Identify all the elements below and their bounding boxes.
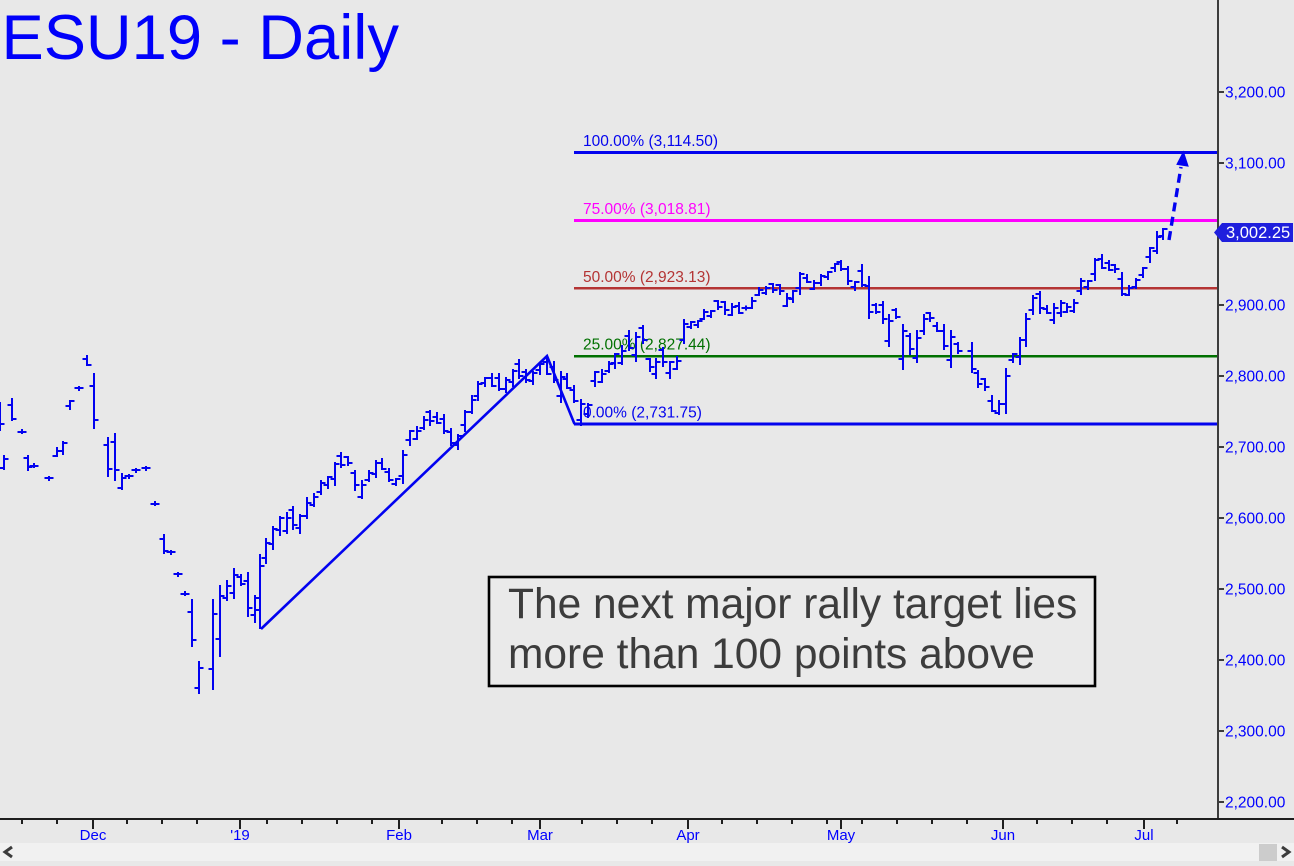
svg-text:ESU19 - Daily: ESU19 - Daily [2,3,400,73]
svg-text:2,900.00: 2,900.00 [1225,298,1286,315]
svg-text:25.00% (2,827.44): 25.00% (2,827.44) [583,337,711,354]
svg-text:The next major rally target li: The next major rally target lies [508,581,1077,628]
svg-text:Apr: Apr [676,827,699,844]
svg-text:2,500.00: 2,500.00 [1225,582,1286,599]
svg-text:2,600.00: 2,600.00 [1225,511,1286,528]
svg-text:2,400.00: 2,400.00 [1225,653,1286,670]
svg-text:3,100.00: 3,100.00 [1225,156,1286,173]
svg-text:Mar: Mar [527,827,553,844]
svg-text:'19: '19 [230,827,250,844]
svg-text:2,800.00: 2,800.00 [1225,369,1286,386]
svg-text:May: May [827,827,856,844]
svg-text:2,200.00: 2,200.00 [1225,795,1286,812]
svg-text:2,700.00: 2,700.00 [1225,440,1286,457]
svg-text:50.00% (2,923.13): 50.00% (2,923.13) [583,269,711,286]
svg-text:2,300.00: 2,300.00 [1225,724,1286,741]
svg-text:100.00% (3,114.50): 100.00% (3,114.50) [583,133,718,150]
svg-text:0.00% (2,731.75): 0.00% (2,731.75) [583,405,702,422]
svg-text:more than 100 points above: more than 100 points above [508,631,1035,678]
svg-text:3,002.25: 3,002.25 [1226,224,1290,242]
svg-text:Dec: Dec [80,827,107,844]
svg-text:Jul: Jul [1134,827,1153,844]
svg-text:Feb: Feb [386,827,412,844]
svg-text:3,200.00: 3,200.00 [1225,85,1286,102]
svg-text:75.00% (3,018.81): 75.00% (3,018.81) [583,201,711,218]
svg-text:Jun: Jun [991,827,1015,844]
